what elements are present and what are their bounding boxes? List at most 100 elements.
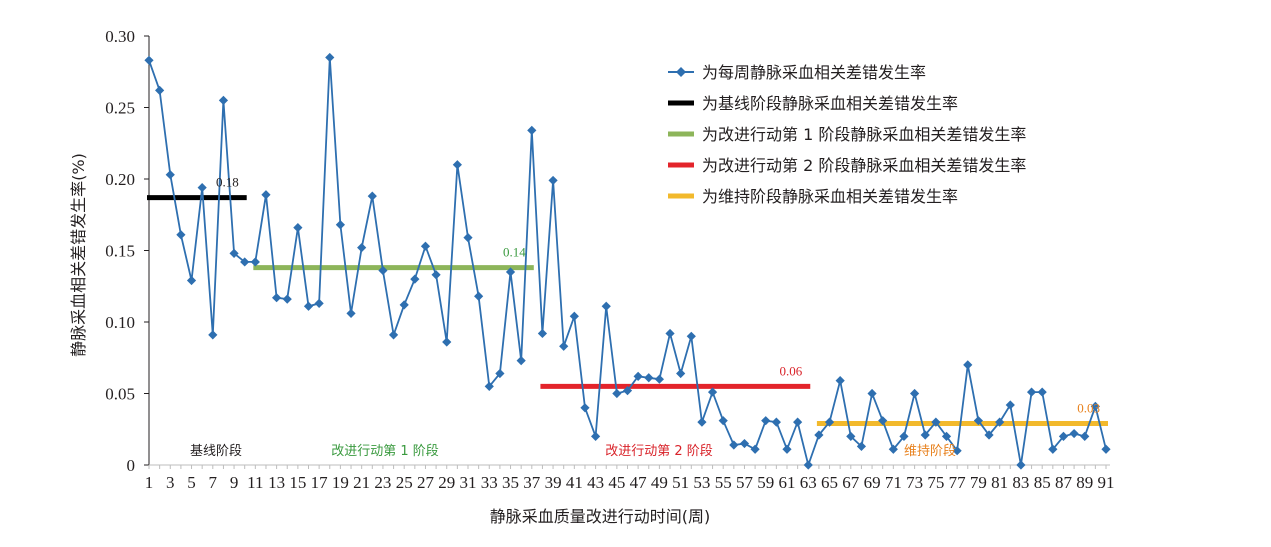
x-tick-label: 11	[247, 473, 263, 492]
data-point	[463, 233, 473, 243]
data-point	[569, 311, 579, 321]
x-tick-label: 89	[1076, 473, 1093, 492]
x-tick-label: 69	[864, 473, 881, 492]
data-point	[165, 170, 175, 180]
data-point	[803, 460, 813, 470]
x-tick-label: 65	[821, 473, 838, 492]
x-tick-label: 17	[311, 473, 329, 492]
x-tick-label: 31	[460, 473, 477, 492]
data-point	[1037, 387, 1047, 397]
data-point	[282, 294, 292, 304]
y-tick-label: 0.15	[105, 242, 135, 261]
x-tick-label: 35	[502, 473, 519, 492]
y-tick-label: 0.20	[105, 170, 135, 189]
phase-label: 改进行动第 1 阶段	[331, 444, 439, 459]
data-point	[750, 444, 760, 454]
data-point	[793, 417, 803, 427]
data-point	[442, 337, 452, 347]
data-point	[559, 341, 569, 351]
x-tick-label: 87	[1055, 473, 1073, 492]
data-point	[654, 374, 664, 384]
x-tick-label: 67	[842, 473, 860, 492]
data-point	[835, 376, 845, 386]
x-tick-label: 13	[268, 473, 285, 492]
data-point	[388, 330, 399, 340]
x-tick-label: 81	[991, 473, 1008, 492]
data-point	[303, 301, 314, 311]
y-tick-label: 0.05	[105, 385, 135, 404]
data-point	[261, 190, 271, 200]
data-point	[665, 328, 675, 339]
data-point	[527, 125, 537, 135]
data-point	[484, 381, 494, 391]
data-point	[420, 241, 431, 251]
data-point	[633, 371, 643, 381]
data-point	[878, 416, 888, 426]
x-tick-label: 41	[566, 473, 583, 492]
phase-mean-value-label: 0.18	[216, 175, 239, 190]
phase-label: 维持阶段	[904, 444, 956, 459]
data-point	[197, 182, 207, 193]
data-point	[707, 387, 718, 397]
data-point	[1101, 444, 1111, 454]
data-point	[761, 416, 771, 426]
data-point	[357, 243, 367, 253]
x-tick-label: 43	[587, 473, 604, 492]
x-tick-label: 37	[523, 473, 541, 492]
data-point	[612, 388, 622, 399]
y-tick-label: 0.10	[105, 313, 135, 332]
x-tick-label: 27	[417, 473, 435, 492]
data-point	[208, 330, 218, 340]
x-tick-label: 57	[736, 473, 754, 492]
data-point	[729, 440, 739, 450]
legend-label: 为改进行动第 1 阶段静脉采血相关差错发生率	[702, 125, 1026, 144]
data-point	[186, 275, 197, 286]
data-point	[686, 331, 696, 341]
data-point	[1026, 387, 1037, 397]
data-point	[920, 430, 930, 440]
x-tick-label: 21	[353, 473, 370, 492]
x-tick-label: 71	[885, 473, 902, 492]
x-tick-label: 19	[332, 473, 349, 492]
x-tick-label: 25	[396, 473, 413, 492]
data-point	[984, 430, 994, 440]
data-point	[516, 356, 526, 366]
data-point	[846, 431, 856, 441]
x-tick-label: 23	[374, 473, 391, 492]
data-point	[1069, 428, 1079, 439]
data-point	[1048, 444, 1058, 454]
y-tick-label: 0.30	[105, 27, 135, 46]
data-point	[367, 191, 377, 201]
data-point	[537, 328, 548, 339]
phase-mean-value-label: 0.14	[503, 245, 526, 260]
data-point	[591, 431, 601, 441]
y-tick-label: 0.25	[105, 99, 135, 118]
x-tick-label: 51	[672, 473, 689, 492]
x-axis-title: 静脉采血质量改进行动时间(周)	[490, 507, 711, 526]
data-point	[1005, 400, 1015, 410]
x-tick-label: 77	[949, 473, 967, 492]
data-point	[1090, 401, 1100, 411]
x-tick-label: 47	[630, 473, 648, 492]
x-tick-label: 3	[166, 473, 175, 492]
data-point	[963, 360, 973, 370]
x-tick-label: 53	[693, 473, 710, 492]
data-point	[229, 248, 239, 258]
x-tick-label: 49	[651, 473, 668, 492]
data-point	[495, 368, 505, 379]
data-point	[176, 230, 186, 240]
data-point	[378, 265, 388, 276]
data-point	[1080, 431, 1090, 441]
data-point	[452, 160, 462, 170]
data-point	[888, 444, 898, 454]
data-point	[622, 386, 633, 396]
phase-mean-value-label: 0.03	[1077, 401, 1100, 416]
x-tick-label: 79	[970, 473, 987, 492]
x-tick-label: 7	[209, 473, 218, 492]
x-tick-label: 59	[757, 473, 774, 492]
data-point	[995, 417, 1005, 427]
data-point	[814, 430, 824, 440]
x-tick-label: 61	[779, 473, 796, 492]
